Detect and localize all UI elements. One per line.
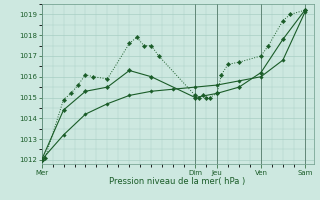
X-axis label: Pression niveau de la mer( hPa ): Pression niveau de la mer( hPa ) (109, 177, 246, 186)
